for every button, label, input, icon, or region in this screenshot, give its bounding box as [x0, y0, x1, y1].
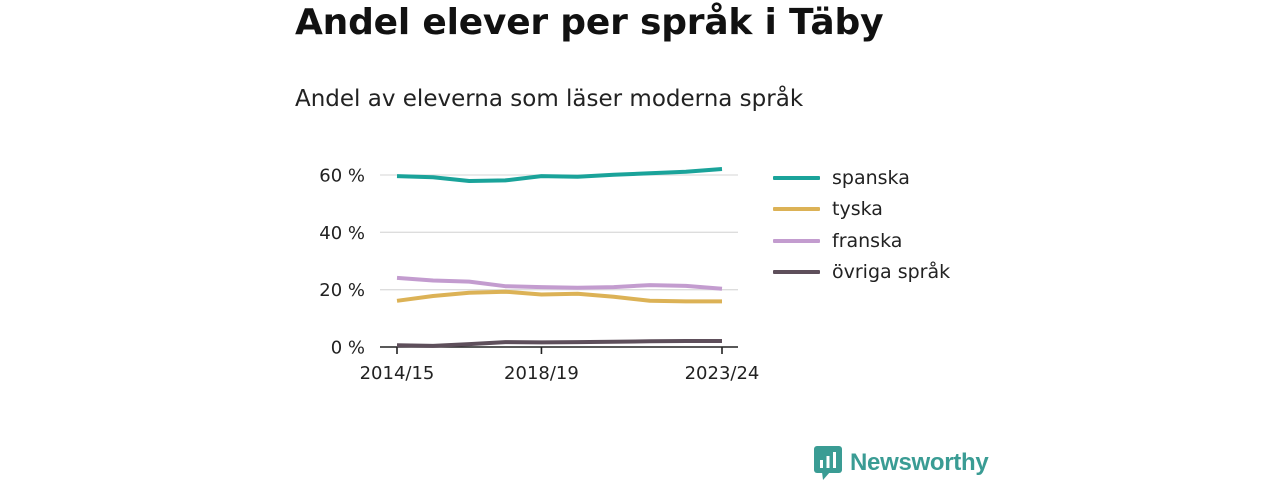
- legend-item: franska: [773, 225, 950, 257]
- legend-swatch: [773, 238, 820, 243]
- y-tick-label: 40 %: [319, 223, 365, 244]
- legend-label: franska: [832, 229, 903, 252]
- newsworthy-logo-icon: [814, 446, 842, 480]
- brand-name: Newsworthy: [850, 449, 989, 476]
- legend-label: övriga språk: [832, 261, 951, 284]
- brand-logo: Newsworthy: [814, 446, 989, 480]
- series-line-1: [396, 289, 722, 304]
- grid-lines: [380, 174, 738, 291]
- series-lines: [396, 167, 723, 348]
- y-tick-label: 20 %: [319, 280, 365, 301]
- x-tick-label: 2018/19: [504, 363, 579, 384]
- series-line-2: [396, 275, 723, 291]
- page-title: Andel elever per språk i Täby: [295, 2, 884, 43]
- legend-item: övriga språk: [773, 257, 950, 289]
- x-tick-label: 2014/15: [360, 363, 435, 384]
- legend-swatch: [773, 175, 820, 180]
- x-tick-label: 2023/24: [685, 363, 760, 384]
- y-tick-label: 0 %: [331, 338, 365, 359]
- legend-label: tyska: [832, 198, 883, 221]
- x-axis: 2014/15 2018/19 2023/24: [360, 346, 760, 384]
- series-line-3: [396, 339, 722, 348]
- legend-label: spanska: [832, 166, 910, 189]
- page-subtitle: Andel av eleverna som läser moderna språ…: [295, 86, 804, 112]
- series-line-0: [396, 167, 723, 183]
- y-axis: 0 % 20 % 40 % 60 %: [319, 166, 365, 359]
- legend-swatch: [773, 207, 820, 212]
- chart-legend: spanska tyska franska övriga språk: [773, 162, 950, 288]
- legend-item: tyska: [773, 194, 950, 226]
- y-tick-label: 60 %: [319, 166, 365, 187]
- legend-swatch: [773, 270, 820, 275]
- legend-item: spanska: [773, 162, 950, 194]
